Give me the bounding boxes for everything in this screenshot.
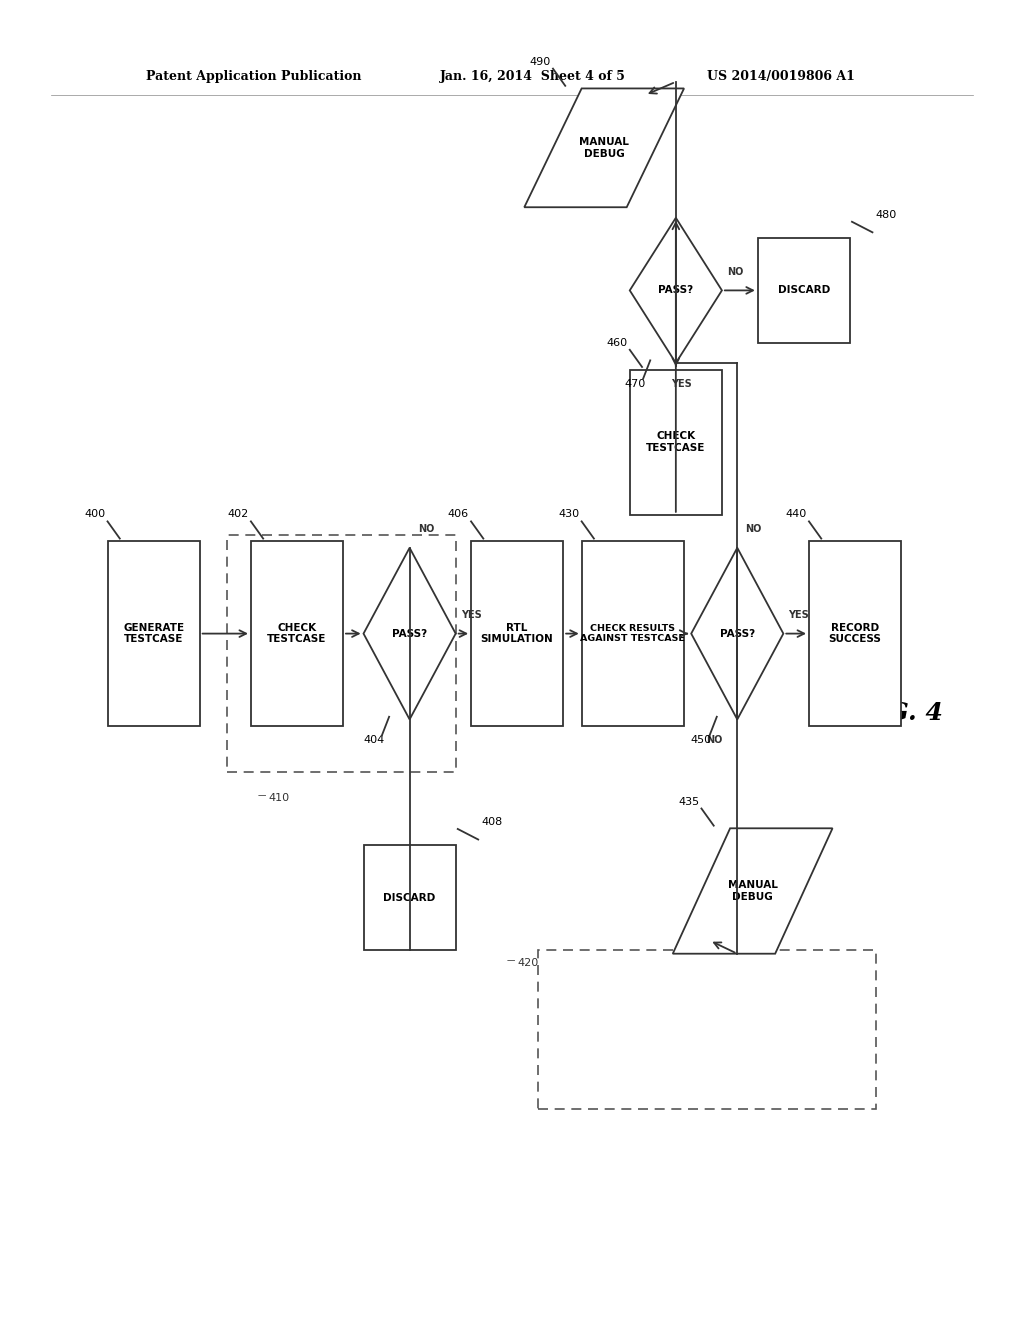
Text: 408: 408 [481,817,503,828]
Text: NO: NO [745,524,762,535]
Text: 430: 430 [558,510,580,520]
Text: 410: 410 [268,793,290,804]
Polygon shape [524,88,684,207]
Text: 406: 406 [447,510,469,520]
Bar [251,541,343,726]
Text: YES: YES [788,610,809,620]
Text: 402: 402 [227,510,249,520]
Bar [108,541,200,726]
Text: 470: 470 [625,379,645,389]
Bar [227,535,456,772]
Text: DISCARD: DISCARD [777,285,830,296]
Polygon shape [630,218,722,363]
Text: 450: 450 [691,735,712,746]
Bar [538,950,876,1109]
Text: 460: 460 [606,338,628,348]
Bar [471,541,563,726]
Text: NO: NO [727,267,743,277]
Text: PASS?: PASS? [720,628,755,639]
Text: DISCARD: DISCARD [383,892,436,903]
Text: CHECK
TESTCASE: CHECK TESTCASE [267,623,327,644]
Text: 490: 490 [529,57,551,67]
Text: 420: 420 [517,958,539,969]
Text: RTL
SIMULATION: RTL SIMULATION [480,623,554,644]
Text: 435: 435 [678,796,699,807]
Text: FIG. 4: FIG. 4 [859,701,943,725]
Bar [582,541,684,726]
Text: CHECK RESULTS
AGAINST TESTCASE: CHECK RESULTS AGAINST TESTCASE [581,624,685,643]
Text: 400: 400 [84,510,105,520]
Text: MANUAL
DEBUG: MANUAL DEBUG [728,880,777,902]
Text: NO: NO [418,524,434,535]
Text: Jan. 16, 2014  Sheet 4 of 5: Jan. 16, 2014 Sheet 4 of 5 [440,70,627,83]
Bar [364,845,456,950]
Text: US 2014/0019806 A1: US 2014/0019806 A1 [707,70,854,83]
Text: CHECK
TESTCASE: CHECK TESTCASE [646,432,706,453]
Polygon shape [691,548,783,719]
Polygon shape [364,548,456,719]
Text: PASS?: PASS? [658,285,693,296]
Text: MANUAL
DEBUG: MANUAL DEBUG [580,137,629,158]
Text: 404: 404 [364,735,384,746]
Text: YES: YES [461,610,481,620]
Text: YES: YES [671,379,691,389]
Polygon shape [673,829,833,953]
Text: —: — [258,792,266,801]
Text: 440: 440 [785,510,807,520]
Text: Patent Application Publication: Patent Application Publication [146,70,361,83]
Bar [630,370,722,515]
Text: RECORD
SUCCESS: RECORD SUCCESS [828,623,882,644]
Text: 480: 480 [876,210,897,220]
Bar [809,541,901,726]
Text: NO: NO [707,735,723,746]
Text: PASS?: PASS? [392,628,427,639]
Bar [758,238,850,343]
Text: GENERATE
TESTCASE: GENERATE TESTCASE [123,623,184,644]
Text: —: — [507,957,515,966]
